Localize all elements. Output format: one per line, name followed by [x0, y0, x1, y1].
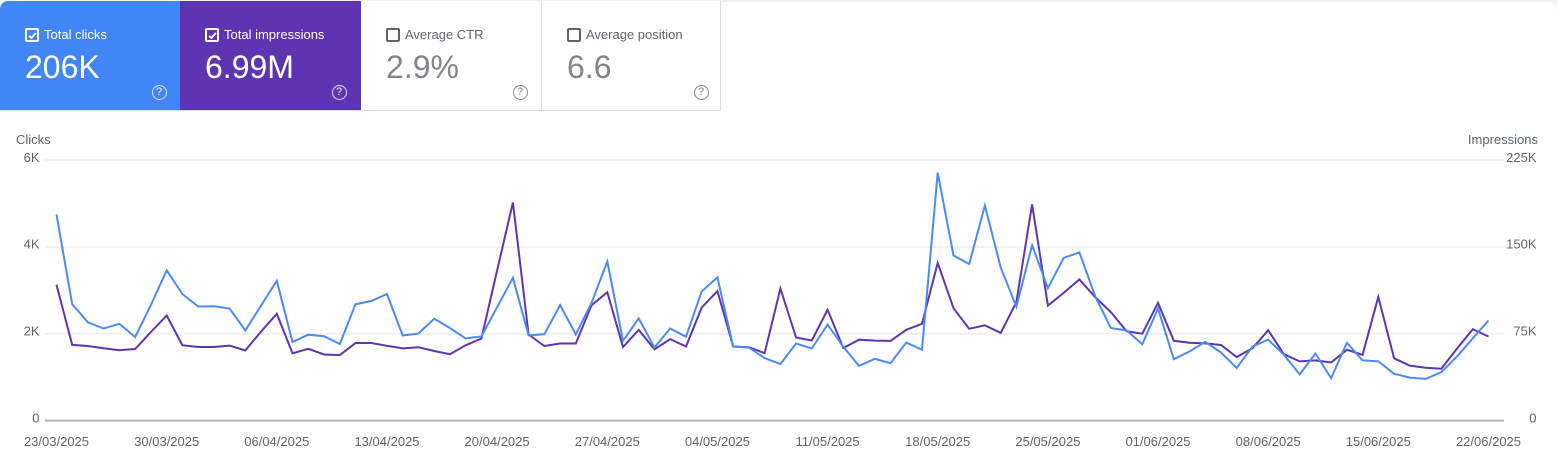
svg-text:20/04/2025: 20/04/2025 [465, 434, 530, 449]
svg-text:25/05/2025: 25/05/2025 [1015, 434, 1080, 449]
svg-text:75K: 75K [1513, 324, 1536, 339]
svg-text:150K: 150K [1506, 237, 1537, 252]
svg-text:22/06/2025: 22/06/2025 [1456, 434, 1521, 449]
svg-text:30/03/2025: 30/03/2025 [134, 434, 199, 449]
svg-text:06/04/2025: 06/04/2025 [244, 434, 309, 449]
svg-text:6K: 6K [24, 150, 40, 165]
svg-text:4K: 4K [24, 237, 40, 252]
svg-text:Impressions: Impressions [1468, 132, 1539, 147]
svg-text:225K: 225K [1506, 150, 1537, 165]
svg-text:0: 0 [1529, 410, 1536, 425]
svg-text:13/04/2025: 13/04/2025 [354, 434, 419, 449]
svg-text:18/05/2025: 18/05/2025 [905, 434, 970, 449]
svg-text:0: 0 [32, 410, 39, 425]
svg-text:08/06/2025: 08/06/2025 [1236, 434, 1301, 449]
svg-text:2K: 2K [24, 324, 40, 339]
svg-text:01/06/2025: 01/06/2025 [1125, 434, 1190, 449]
svg-text:04/05/2025: 04/05/2025 [685, 434, 750, 449]
svg-text:23/03/2025: 23/03/2025 [24, 434, 89, 449]
svg-text:Clicks: Clicks [16, 132, 51, 147]
svg-text:15/06/2025: 15/06/2025 [1346, 434, 1411, 449]
svg-text:27/04/2025: 27/04/2025 [575, 434, 640, 449]
svg-text:11/05/2025: 11/05/2025 [796, 434, 860, 449]
